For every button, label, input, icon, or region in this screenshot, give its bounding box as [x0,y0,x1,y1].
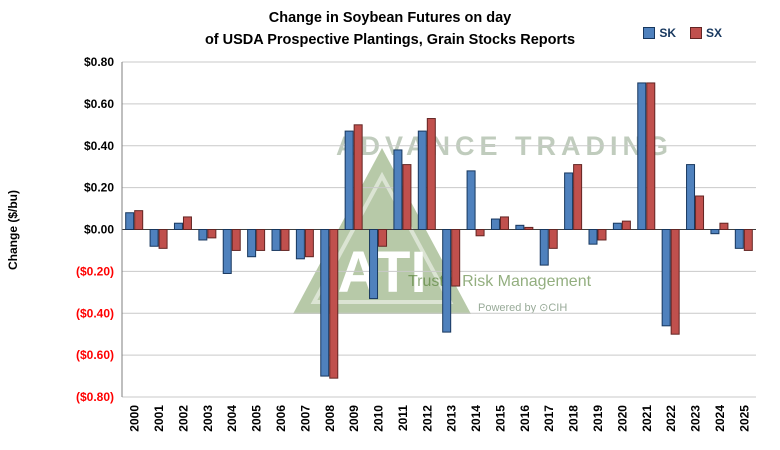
chart-title-line-1: Change in Soybean Futures on day [268,10,512,26]
x-tick-label: 2014 [469,405,483,432]
bar-SK-2002 [173,222,183,230]
y-tick-label: ($0.40) [76,306,114,320]
bar-SK-2019 [588,229,598,245]
bar-SX-2022 [670,229,680,335]
x-tick-label: 2017 [542,405,556,432]
legend-item-sk: SK [643,26,676,40]
x-tick-label: 2013 [445,405,459,432]
legend-label-sk: SK [659,26,676,40]
chart-title: Change in Soybean Futures on day of USDA… [0,7,780,51]
sx-series-swatch-icon [689,27,702,39]
bar-SX-2025 [743,229,753,251]
sk-series-swatch-icon [643,27,656,39]
bar-SK-2000 [125,212,135,230]
bar-SK-2014 [466,170,476,230]
x-tick-label: 2006 [274,405,288,432]
bar-SX-2013 [451,229,461,287]
x-tick-label: 2018 [567,405,581,432]
bar-SK-2012 [417,130,427,230]
bar-SX-2010 [378,229,388,247]
bar-SX-2005 [256,229,266,251]
bar-SX-2001 [158,229,168,249]
bar-SX-2000 [134,210,144,230]
bar-SK-2013 [442,229,452,333]
bar-SX-2007 [304,229,314,258]
bar-SK-2009 [344,130,354,230]
bar-SX-2009 [353,124,363,230]
bar-SX-2016 [524,226,534,230]
x-tick-label: 2001 [152,405,166,432]
chart-title-line-2: of USDA Prospective Plantings, Grain Sto… [204,32,576,48]
bar-SK-2005 [247,229,257,258]
bar-SX-2024 [719,222,729,230]
bar-SK-2016 [515,224,525,230]
y-tick-label: $0.40 [84,139,114,153]
x-tick-label: 2022 [664,405,678,432]
y-tick-label: ($0.60) [76,348,114,362]
x-tick-label: 2024 [713,405,727,432]
bar-SK-2015 [490,218,500,230]
chart-legend: SK SX [643,26,722,40]
bar-SX-2015 [499,216,509,230]
bar-SX-2020 [621,220,631,230]
bar-SK-2008 [320,229,330,377]
bar-SX-2021 [646,82,656,230]
y-tick-label: $0.20 [84,181,114,195]
bar-SX-2012 [426,118,436,230]
bar-SK-2020 [612,222,622,230]
bar-SK-2024 [710,229,720,235]
bar-SK-2006 [271,229,281,251]
bar-SK-2018 [564,172,574,230]
x-tick-label: 2007 [298,405,312,432]
bar-SX-2018 [573,164,583,230]
y-tick-label: $0.00 [84,223,114,237]
x-tick-label: 2012 [420,405,434,432]
bar-SK-2025 [734,229,744,249]
x-tick-label: 2010 [372,405,386,432]
x-tick-label: 2021 [640,405,654,432]
x-tick-label: 2011 [396,405,410,431]
bar-SK-2021 [637,82,647,230]
bar-SK-2007 [295,229,305,260]
x-tick-label: 2019 [591,405,605,432]
x-tick-label: 2000 [128,405,142,432]
bar-SX-2011 [402,164,412,230]
x-tick-label: 2015 [493,405,507,432]
bar-SK-2010 [369,229,379,300]
x-tick-label: 2023 [689,405,703,432]
bar-SX-2006 [280,229,290,251]
x-tick-label: 2005 [250,405,264,432]
bar-SX-2017 [548,229,558,249]
bar-SX-2023 [695,195,705,230]
bar-SX-2014 [475,229,485,237]
bar-SX-2004 [231,229,241,251]
bar-SX-2003 [207,229,217,239]
legend-label-sx: SX [705,26,722,40]
bar-SK-2001 [149,229,159,247]
bar-SK-2023 [686,164,696,230]
x-tick-label: 2002 [176,405,190,432]
legend-item-sx: SX [689,26,722,40]
x-tick-label: 2004 [225,405,239,432]
bar-SK-2004 [222,229,232,274]
y-tick-label: $0.80 [84,55,114,69]
x-tick-label: 2008 [323,405,337,432]
y-tick-label: ($0.20) [76,264,114,278]
bar-SX-2019 [597,229,607,241]
x-tick-label: 2009 [347,405,361,432]
y-tick-label: $0.60 [84,97,114,111]
bar-SK-2003 [198,229,208,241]
bar-SX-2002 [182,216,192,230]
bar-SX-2008 [329,229,339,379]
x-tick-label: 2025 [737,405,751,432]
bar-SK-2011 [393,149,403,230]
bar-SK-2017 [539,229,549,266]
bar-SK-2022 [661,229,671,327]
x-tick-label: 2016 [518,405,532,432]
x-tick-label: 2020 [615,405,629,432]
y-tick-label: ($0.80) [76,390,114,404]
x-tick-label: 2003 [201,405,215,432]
